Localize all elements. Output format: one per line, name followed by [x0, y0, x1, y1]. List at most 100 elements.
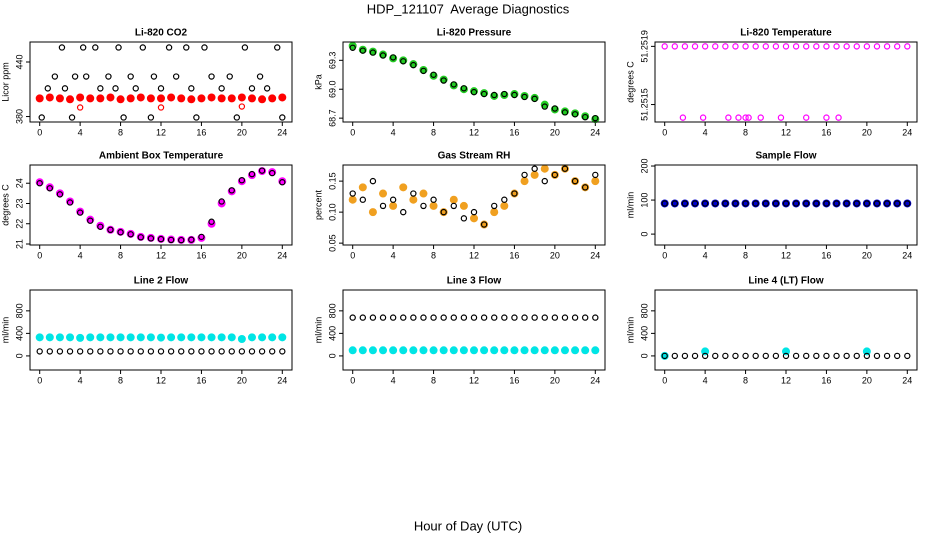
point [193, 114, 200, 121]
point [157, 235, 165, 243]
point [491, 314, 498, 321]
point [712, 200, 719, 207]
x-tick-label: 8 [431, 375, 436, 385]
point [107, 226, 114, 234]
point [410, 190, 417, 197]
y-tick-label: 0.10 [327, 203, 337, 221]
point [792, 43, 800, 50]
point [183, 44, 190, 51]
point [247, 333, 256, 342]
y-tick-label: 22 [14, 219, 24, 229]
plot-frame [342, 289, 606, 371]
point [227, 333, 236, 342]
point [449, 346, 458, 355]
point [823, 43, 830, 50]
point [66, 348, 74, 355]
point [359, 196, 367, 203]
x-tick-label: 8 [743, 250, 748, 260]
point [132, 85, 139, 92]
point [782, 352, 790, 360]
point [217, 94, 226, 103]
point [268, 94, 277, 103]
y-axis-label: ml/min [625, 317, 635, 344]
point [430, 196, 437, 203]
x-tick-label: 8 [118, 375, 123, 385]
y-tick-label: 51.2515 [639, 88, 649, 121]
point [147, 235, 155, 242]
point [188, 85, 195, 92]
point [521, 93, 528, 101]
y-tick-label: 100 [639, 193, 649, 208]
point [167, 348, 175, 355]
point [671, 352, 679, 360]
point [813, 200, 820, 207]
x-tick-label: 0 [350, 250, 355, 260]
point [35, 333, 44, 342]
point [399, 346, 408, 355]
point [45, 333, 54, 342]
point [227, 94, 236, 103]
point [681, 43, 689, 50]
point [803, 352, 810, 360]
point [201, 44, 208, 51]
point [782, 347, 790, 356]
point [137, 234, 144, 241]
y-tick-label: 21 [14, 239, 24, 249]
point [661, 352, 668, 360]
point [591, 346, 600, 355]
point [862, 347, 871, 356]
point [521, 171, 528, 179]
point [470, 314, 478, 321]
point [279, 179, 286, 186]
point [531, 314, 538, 321]
x-tick-label: 20 [550, 375, 560, 385]
point [410, 61, 417, 69]
point [772, 43, 780, 50]
y-tick-label: 0.05 [327, 234, 337, 252]
point [439, 346, 448, 355]
panel-title: Gas Stream RH [438, 151, 511, 162]
x-tick-label: 4 [391, 127, 396, 137]
point [157, 333, 165, 342]
point [76, 333, 85, 342]
point [541, 314, 548, 321]
point [76, 348, 84, 355]
point [207, 333, 216, 342]
point [480, 90, 488, 98]
point [470, 214, 478, 223]
point [561, 109, 569, 116]
x-tick-label: 4 [78, 250, 83, 260]
point [359, 314, 367, 321]
point [358, 183, 367, 192]
point [198, 233, 205, 241]
point [742, 43, 749, 50]
point [178, 348, 185, 355]
point [873, 43, 881, 50]
point [782, 200, 790, 207]
point [136, 93, 145, 102]
point [853, 352, 860, 360]
point [258, 95, 267, 104]
point [208, 73, 215, 80]
point [521, 314, 528, 321]
x-tick-label: 20 [550, 250, 560, 260]
point [400, 58, 407, 65]
point [671, 200, 679, 207]
point [187, 333, 196, 342]
y-tick-label: 69.0 [327, 80, 337, 98]
x-tick-label: 24 [902, 127, 912, 137]
x-tick-label: 4 [391, 375, 396, 385]
point [551, 171, 559, 179]
point [46, 348, 54, 355]
point [722, 352, 729, 360]
point [120, 114, 127, 121]
x-tick-label: 24 [590, 375, 600, 385]
point [238, 176, 246, 184]
point [379, 314, 387, 321]
point [500, 346, 509, 355]
point [762, 352, 769, 360]
point [470, 346, 478, 355]
x-tick-label: 16 [196, 250, 206, 260]
y-tick-label: 69.3 [327, 52, 337, 70]
point [835, 114, 842, 121]
